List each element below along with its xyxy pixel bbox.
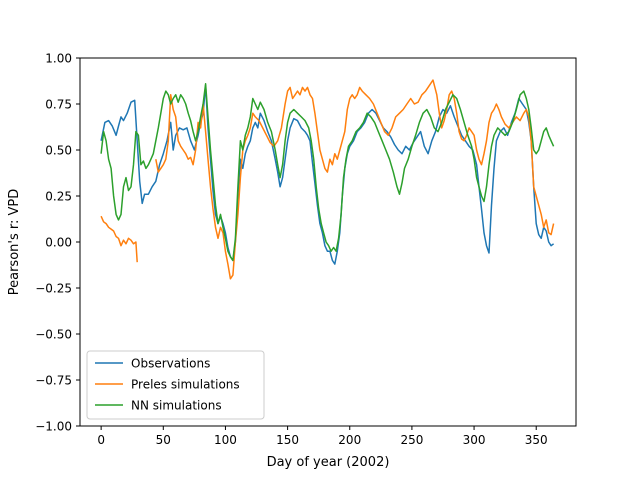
series-layer xyxy=(100,79,555,280)
y-tick-label: 1.00 xyxy=(45,52,72,66)
y-tick-label: 0.00 xyxy=(45,236,72,250)
x-tick-label: 350 xyxy=(525,433,548,447)
x-tick-label: 100 xyxy=(214,433,237,447)
y-axis-ticks: −1.00 −0.75 −0.50 −0.25 0.00 0.25 0.50 0.75 1.00 xyxy=(35,52,80,434)
x-axis-label: Day of year (2002) xyxy=(267,455,390,470)
y-tick-label: −0.75 xyxy=(35,374,72,388)
y-tick-label: 0.75 xyxy=(45,98,72,112)
x-tick-label: 200 xyxy=(338,433,361,447)
legend: Observations Preles simulations NN simulat… xyxy=(86,350,265,420)
y-axis-label: Pearson's r: VPD xyxy=(7,189,22,296)
legend-box xyxy=(86,350,265,420)
legend-label: NN simulations xyxy=(131,399,222,413)
x-tick-label: 300 xyxy=(463,433,486,447)
y-tick-label: 0.50 xyxy=(45,144,72,158)
y-tick-label: −0.50 xyxy=(35,328,72,342)
series-line-preles-simulations-2 xyxy=(155,79,555,280)
series-line-observations xyxy=(100,84,555,265)
y-tick-label: −0.25 xyxy=(35,282,72,296)
series-line-nn-simulations xyxy=(100,83,555,262)
x-tick-label: 0 xyxy=(97,433,105,447)
x-tick-label: 150 xyxy=(276,433,299,447)
y-tick-label: −1.00 xyxy=(35,420,72,434)
series-line-preles-simulations-1 xyxy=(100,215,138,263)
legend-label: Observations xyxy=(131,357,210,371)
x-tick-label: 50 xyxy=(156,433,171,447)
x-axis-ticks: 0 50 100 150 200 250 300 350 xyxy=(97,426,548,447)
y-tick-label: 0.25 xyxy=(45,190,72,204)
x-tick-label: 250 xyxy=(400,433,423,447)
legend-label: Preles simulations xyxy=(131,378,240,392)
